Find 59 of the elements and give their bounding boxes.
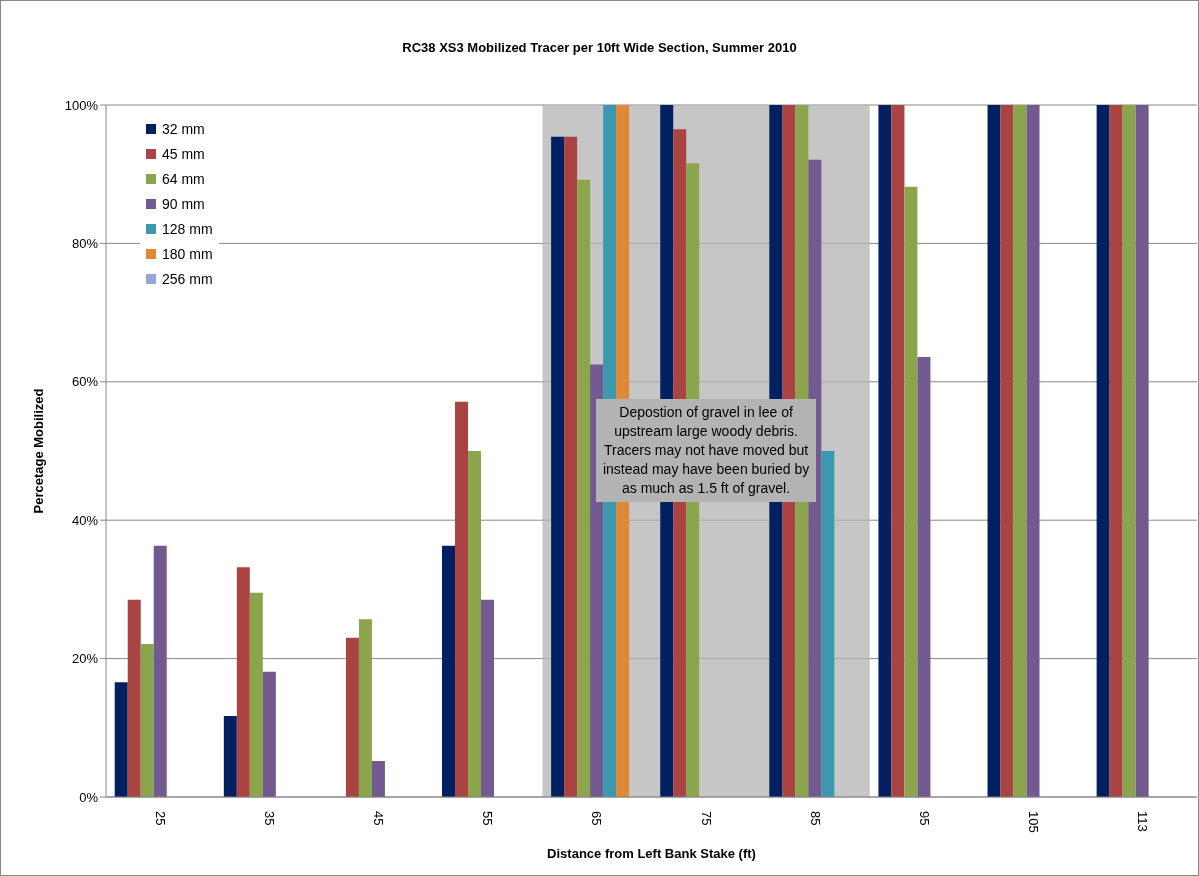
- bar: [1013, 105, 1027, 797]
- x-tick-label: 113: [1134, 811, 1150, 832]
- bar: [904, 186, 918, 797]
- legend-label: 256 mm: [162, 270, 213, 287]
- bar: [1122, 105, 1136, 797]
- x-tick-label: 45: [371, 811, 387, 826]
- bar: [821, 451, 835, 797]
- legend-label: 64 mm: [162, 170, 205, 187]
- band-label: Depostion of gravel in lee of upstream large woody debris. Tracers may not have moved but instead may have been buried by as much as 1.5 ft of gravel.: [601, 403, 811, 498]
- legend-label: 32 mm: [162, 120, 205, 137]
- bar: [223, 716, 237, 797]
- bar: [1000, 105, 1014, 797]
- bar: [564, 136, 578, 797]
- x-tick-label: 85: [807, 811, 823, 826]
- y-tick-label: 60%: [71, 374, 99, 390]
- y-tick-label: 80%: [71, 236, 99, 252]
- bar: [878, 105, 892, 797]
- bar: [358, 619, 372, 797]
- x-tick-label: 65: [589, 811, 605, 826]
- bar: [481, 599, 495, 797]
- bar: [577, 179, 591, 797]
- y-tick-label: 40%: [71, 512, 99, 528]
- bar: [551, 136, 565, 797]
- legend-label: 180 mm: [162, 245, 213, 262]
- legend-label: 45 mm: [162, 145, 205, 162]
- bar: [127, 599, 141, 797]
- x-tick-label: 75: [698, 811, 714, 826]
- bar: [114, 682, 128, 797]
- bar: [371, 761, 385, 797]
- bar: [442, 545, 456, 797]
- bar: [987, 105, 1001, 797]
- bar: [891, 105, 905, 797]
- y-axis-title: Percetage Mobilized: [30, 388, 46, 514]
- legend-label: 128 mm: [162, 220, 213, 237]
- bar: [1026, 105, 1040, 797]
- bar: [140, 644, 154, 797]
- bar: [1109, 105, 1123, 797]
- bar: [236, 567, 250, 797]
- bar: [1135, 105, 1149, 797]
- x-axis-title: Distance from Left Bank Stake (ft): [547, 846, 756, 861]
- legend-label: 90 mm: [162, 195, 205, 212]
- bar: [153, 545, 167, 797]
- x-tick-label: 35: [262, 811, 278, 826]
- y-tick-label: 0%: [79, 789, 99, 805]
- x-tick-label: 25: [153, 811, 169, 826]
- bar: [345, 637, 359, 797]
- y-tick-label: 20%: [71, 651, 99, 667]
- x-tick-label: 95: [916, 811, 932, 826]
- bar: [1096, 105, 1110, 797]
- bar: [917, 356, 931, 797]
- bar: [262, 671, 276, 797]
- chart-title: RC38 XS3 Mobilized Tracer per 10ft Wide Section, Summer 2010: [401, 40, 798, 55]
- x-tick-label: 105: [1025, 811, 1041, 833]
- bar: [808, 159, 822, 797]
- bar: [468, 451, 482, 797]
- y-tick-label: 100%: [64, 97, 99, 113]
- bar: [249, 592, 263, 797]
- x-tick-label: 55: [480, 811, 496, 826]
- bar: [455, 401, 469, 797]
